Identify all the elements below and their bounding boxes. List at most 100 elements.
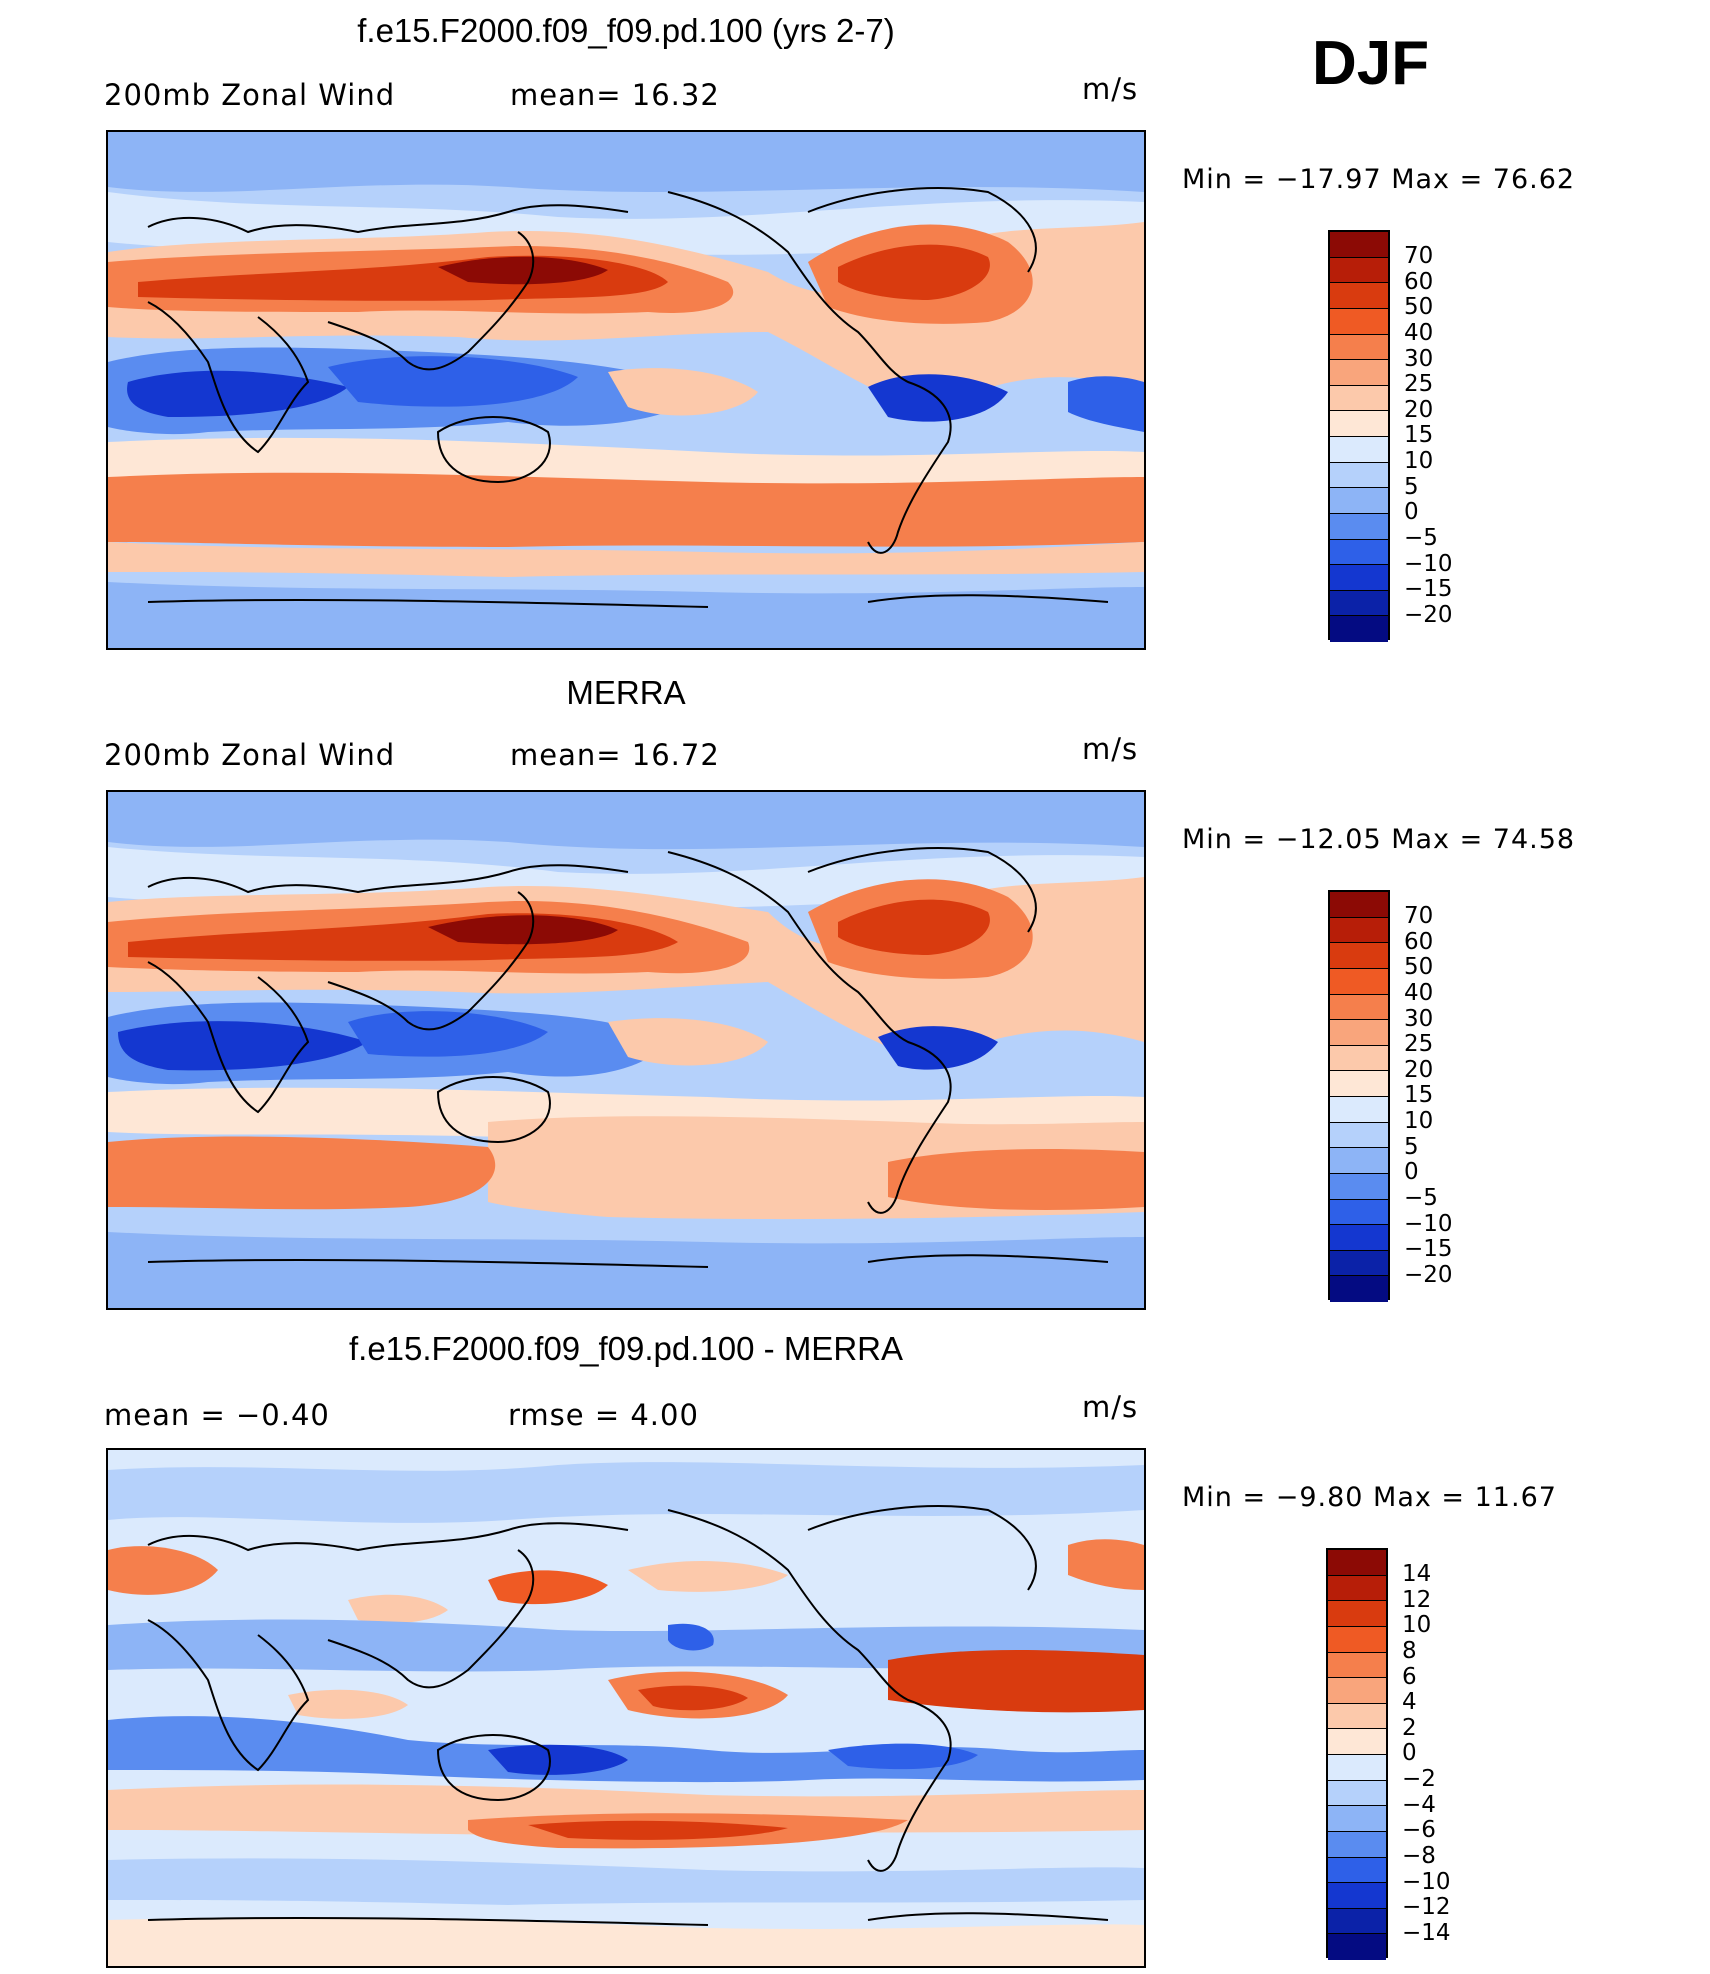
diff-blob [108, 1462, 1144, 1523]
colorbar-swatch [1328, 1703, 1386, 1730]
diff-blob [488, 1744, 628, 1775]
indonesia-easterlies-core [328, 356, 578, 407]
colorbar-swatch [1328, 1883, 1386, 1909]
tropical-easterlies-core [127, 370, 349, 417]
colorbar-tick-label: 5 [1404, 473, 1419, 500]
nh-polar-band [108, 792, 1144, 850]
colorbar-swatch [1330, 1173, 1388, 1200]
colorbar-swatch [1330, 1045, 1388, 1072]
atlantic-easterlies [1068, 376, 1144, 432]
colorbar-tick-label: 15 [1404, 422, 1434, 449]
diff-blob [668, 1623, 714, 1651]
map-panel-obs [106, 790, 1146, 1310]
colorbar-tick-label: 50 [1404, 954, 1434, 981]
colorbar-tick-label: 10 [1404, 1108, 1434, 1134]
colorbar-tick-label: 10 [1402, 1612, 1432, 1639]
panel-minmax-diff: Min = −9.80 Max = 11.67 [1182, 1482, 1557, 1513]
colorbar-swatch [1328, 1934, 1386, 1960]
panel-mean-label-diff: mean = −0.40 [104, 1398, 330, 1432]
colorbar-swatch [1330, 590, 1388, 617]
colorbar-swatch [1328, 1652, 1386, 1679]
colorbar-swatch [1330, 943, 1388, 969]
colorbar-tick-label: 10 [1404, 448, 1434, 474]
colorbar-tick-label: −5 [1404, 524, 1438, 551]
colorbar-swatch [1328, 1831, 1386, 1858]
diff-blob [488, 1570, 608, 1605]
colorbar-tick-label: 30 [1404, 345, 1434, 372]
colorbar-swatch [1330, 1071, 1388, 1097]
colorbar-tick-label: −20 [1404, 601, 1453, 628]
colorbar-tick-label: 25 [1404, 1031, 1434, 1058]
map-field-model [108, 132, 1144, 648]
colorbar-tick-label: 14 [1402, 1561, 1432, 1587]
colorbar-tick-label: −10 [1402, 1868, 1451, 1895]
sh-jet [108, 1136, 496, 1210]
coastlines [147, 187, 1109, 608]
colorbar-swatch [1330, 360, 1388, 386]
sh-jet-east [888, 1149, 1144, 1210]
season-label: DJF [1312, 29, 1430, 98]
sh-jet-edge [108, 542, 1144, 577]
colorbar-swatch [1330, 437, 1388, 463]
colorbar-swatch [1330, 385, 1388, 412]
diff-blob [108, 1619, 1144, 1672]
colorbar-swatch [1328, 1908, 1386, 1935]
colorbar-tick-label: −10 [1404, 1210, 1453, 1237]
colorbar-tick-label: −15 [1404, 576, 1453, 603]
diff-blob [288, 1689, 408, 1719]
pacific-westerly-duct [608, 368, 758, 416]
map-field-obs [108, 792, 1144, 1308]
colorbar-tick-label: 25 [1404, 371, 1434, 398]
colorbar-tick-label: −8 [1402, 1842, 1436, 1869]
atlantic-jet-core [838, 899, 990, 955]
colorbar-labels-obs: 70 60 50 40 30 25 20 15 10 5 0 −5 −10 −15 −20 [1404, 903, 1504, 1313]
diff-blob [108, 1546, 218, 1595]
colorbar-tick-label: −10 [1404, 550, 1453, 577]
diff-blob [108, 1917, 1144, 1966]
colorbar-tick-label: 50 [1404, 294, 1434, 321]
colorbar-tick-label: 30 [1404, 1005, 1434, 1032]
panel-minmax-obs: Min = −12.05 Max = 74.58 [1182, 824, 1576, 855]
colorbar-swatch [1330, 232, 1388, 258]
colorbar-swatch [1330, 411, 1388, 437]
colorbar-model [1328, 230, 1390, 642]
colorbar-swatch [1330, 539, 1388, 566]
diff-blob [348, 1594, 448, 1623]
colorbar-swatch [1330, 917, 1388, 944]
colorbar-tick-label: 5 [1404, 1133, 1419, 1160]
colorbar-tick-label: 0 [1404, 499, 1419, 526]
coastlines [147, 1505, 1109, 1926]
panel-mean-label-model: mean= 16.32 [510, 78, 720, 112]
colorbar-tick-label: 15 [1404, 1082, 1434, 1109]
colorbar-swatch [1330, 892, 1388, 918]
colorbar-swatch [1330, 1225, 1388, 1251]
panel-variable-label-model: 200mb Zonal Wind [104, 78, 396, 112]
colorbar-tick-label: 20 [1404, 1056, 1434, 1083]
diff-blob [1068, 1539, 1144, 1590]
sh-jet [108, 472, 1144, 547]
colorbar-obs [1328, 890, 1390, 1302]
colorbar-swatch [1330, 1199, 1388, 1226]
colorbar-swatch [1330, 334, 1388, 361]
panel-mean-label-obs: mean= 16.72 [510, 738, 720, 772]
diff-blob [108, 1858, 1144, 1905]
diff-blob [528, 1820, 788, 1840]
colorbar-swatch [1328, 1755, 1386, 1781]
colorbar-swatch [1330, 488, 1388, 514]
colorbar-swatch [1330, 1148, 1388, 1174]
map-panel-model [106, 130, 1146, 650]
colorbar-swatch [1330, 462, 1388, 489]
colorbar-swatch [1330, 283, 1388, 309]
colorbar-swatch [1330, 1276, 1388, 1302]
colorbar-swatch [1330, 308, 1388, 335]
panel-units-model: m/s [1082, 72, 1139, 106]
panel-minmax-model: Min = −17.97 Max = 76.62 [1182, 164, 1576, 195]
colorbar-swatch [1328, 1601, 1386, 1627]
colorbar-tick-label: 8 [1402, 1637, 1417, 1664]
colorbar-swatch [1328, 1780, 1386, 1807]
coastlines [147, 847, 1109, 1268]
panel-units-diff: m/s [1082, 1390, 1139, 1424]
panel-rmse-label-diff: rmse = 4.00 [508, 1398, 699, 1432]
diff-blob [828, 1743, 978, 1770]
diff-blob [638, 1685, 748, 1711]
